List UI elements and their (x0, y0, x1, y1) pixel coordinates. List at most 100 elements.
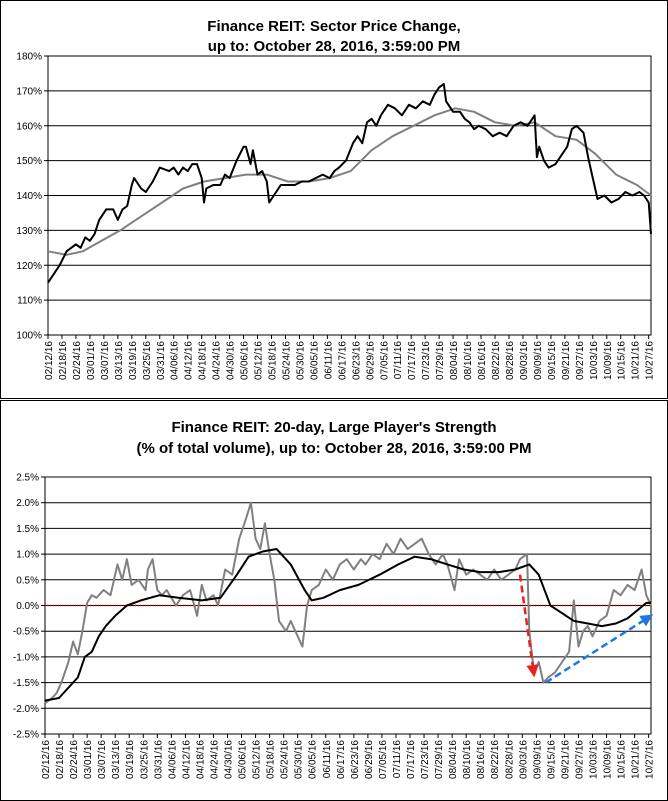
price-x-tick-label: 10/21/16 (631, 341, 642, 380)
strength-x-tick-label: 09/21/16 (560, 740, 571, 779)
strength-x-tick-label: 10/15/16 (617, 740, 628, 779)
price-x-tick-label: 07/29/16 (435, 341, 446, 380)
price-x-tick-label: 05/18/16 (268, 341, 279, 380)
strength-x-tick-label: 08/10/16 (462, 740, 473, 779)
price-x-tick-label: 08/16/16 (477, 341, 488, 380)
strength-x-tick-label: 04/12/16 (181, 740, 192, 779)
price-x-tick-label: 03/31/16 (156, 341, 167, 380)
strength-x-tick-label: 08/28/16 (504, 740, 515, 779)
strength-y-tick-label: 1.5% (16, 524, 39, 535)
strength-chart-title-line-2: (% of total volume), up to: October 28, … (136, 440, 531, 457)
strength-x-tick-label: 03/25/16 (139, 740, 150, 779)
strength-y-tick-label: 1.0% (16, 550, 39, 561)
strength-x-tick-label: 03/19/16 (125, 740, 136, 779)
price-series-price-line (47, 82, 652, 284)
price-change-chart-panel: Finance REIT: Sector Price Change, up to… (0, 0, 668, 399)
strength-series-average-line (44, 548, 651, 702)
strength-y-tick-label: 2.0% (16, 498, 39, 509)
strength-x-tick-label: 06/29/16 (364, 740, 375, 779)
price-x-tick-label: 06/29/16 (365, 341, 376, 380)
strength-y-tick-label: -1.0% (13, 652, 39, 663)
price-y-tick-label: 100% (16, 331, 42, 342)
price-change-chart: Finance REIT: Sector Price Change, up to… (16, 18, 656, 380)
price-x-tick-label: 04/06/16 (170, 341, 181, 380)
strength-x-tick-label: 10/03/16 (589, 740, 600, 779)
strength-x-tick-label: 09/09/16 (532, 740, 543, 779)
strength-y-tick-label: -2.0% (13, 704, 39, 715)
price-x-tick-label: 06/11/16 (323, 341, 334, 380)
strength-x-tick-label: 03/13/16 (111, 740, 122, 779)
price-y-tick-label: 160% (16, 121, 42, 132)
price-x-tick-label: 09/03/16 (519, 341, 530, 380)
price-x-tick-label: 05/24/16 (281, 341, 292, 380)
price-x-tick-label: 03/25/16 (142, 341, 153, 380)
price-x-tick-label: 02/18/16 (58, 341, 69, 380)
strength-x-tick-label: 04/18/16 (195, 740, 206, 779)
price-x-tick-label: 07/11/16 (393, 341, 404, 380)
price-x-tick-label: 10/03/16 (589, 341, 600, 380)
price-chart-title-line-2: up to: October 28, 2016, 3:59:00 PM (208, 38, 461, 55)
strength-x-tick-label: 03/01/16 (83, 740, 94, 779)
strength-x-tick-label: 07/05/16 (378, 740, 389, 779)
price-y-tick-label: 120% (16, 261, 42, 272)
strength-x-tick-label: 10/27/16 (645, 740, 656, 779)
price-x-tick-label: 02/12/16 (44, 341, 55, 380)
price-y-tick-label: 150% (16, 156, 42, 167)
strength-x-tick-label: 05/12/16 (252, 740, 263, 779)
strength-x-tick-label: 06/05/16 (308, 740, 319, 779)
price-x-tick-label: 05/12/16 (254, 341, 265, 380)
price-x-tick-label: 08/28/16 (505, 341, 516, 380)
large-player-strength-chart-panel: Finance REIT: 20-day, Large Player's Str… (0, 400, 668, 801)
price-series-average-line (47, 107, 652, 256)
price-x-tick-label: 10/09/16 (603, 341, 614, 380)
strength-y-tick-label: 2.5% (16, 473, 39, 484)
strength-x-tick-label: 04/06/16 (167, 740, 178, 779)
price-x-tick-label: 10/27/16 (645, 341, 656, 380)
price-x-tick-label: 08/10/16 (463, 341, 474, 380)
strength-x-tick-label: 06/23/16 (350, 740, 361, 779)
strength-x-tick-label: 02/18/16 (55, 740, 66, 779)
price-y-tick-label: 110% (17, 296, 42, 307)
strength-x-tick-label: 03/31/16 (153, 740, 164, 779)
strength-x-tick-label: 07/23/16 (420, 740, 431, 779)
price-x-tick-label: 03/01/16 (86, 341, 97, 380)
price-chart-title-line-1: Finance REIT: Sector Price Change, (207, 18, 460, 35)
strength-x-tick-label: 05/18/16 (266, 740, 277, 779)
price-x-tick-label: 06/05/16 (309, 341, 320, 380)
price-x-tick-label: 07/05/16 (379, 341, 390, 380)
price-y-tick-label: 140% (16, 191, 42, 202)
price-x-tick-label: 04/18/16 (198, 341, 209, 380)
price-x-tick-label: 09/15/16 (547, 341, 558, 380)
price-x-tick-label: 08/04/16 (449, 341, 460, 380)
strength-x-tick-label: 08/22/16 (490, 740, 501, 779)
price-x-tick-label: 08/22/16 (491, 341, 502, 380)
price-x-tick-label: 10/15/16 (617, 341, 628, 380)
strength-x-tick-label: 09/15/16 (546, 740, 557, 779)
strength-x-tick-label: 09/27/16 (574, 740, 585, 779)
price-y-tick-label: 170% (16, 86, 42, 97)
price-x-tick-label: 05/06/16 (240, 341, 251, 380)
strength-x-tick-label: 07/17/16 (406, 740, 417, 779)
price-x-tick-label: 06/23/16 (351, 341, 362, 380)
price-x-tick-label: 09/09/16 (533, 341, 544, 380)
price-x-tick-label: 06/17/16 (337, 341, 348, 380)
large-player-strength-chart: Finance REIT: 20-day, Large Player's Str… (13, 419, 656, 779)
price-x-tick-label: 07/17/16 (407, 341, 418, 380)
strength-x-tick-label: 02/12/16 (41, 740, 52, 779)
strength-x-tick-label: 03/07/16 (97, 740, 108, 779)
strength-x-tick-label: 05/06/16 (238, 740, 249, 779)
strength-y-tick-label: -2.5% (13, 730, 39, 741)
price-y-tick-label: 180% (16, 52, 42, 63)
strength-x-tick-label: 06/17/16 (336, 740, 347, 779)
strength-x-tick-label: 04/30/16 (224, 740, 235, 779)
strength-x-tick-label: 08/04/16 (448, 740, 459, 779)
strength-y-tick-label: 0.5% (16, 575, 39, 586)
strength-series-strength-line (44, 501, 652, 705)
strength-x-tick-label: 07/29/16 (434, 740, 445, 779)
price-x-tick-label: 07/23/16 (421, 341, 432, 380)
strength-x-tick-label: 10/21/16 (631, 740, 642, 779)
price-x-tick-label: 09/27/16 (575, 341, 586, 380)
price-x-tick-label: 05/30/16 (295, 341, 306, 380)
strength-x-tick-label: 06/11/16 (322, 740, 333, 779)
price-x-tick-label: 03/13/16 (114, 341, 125, 380)
